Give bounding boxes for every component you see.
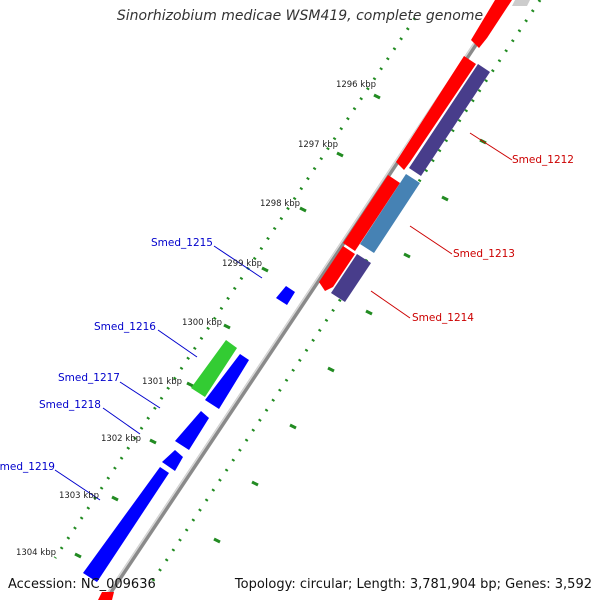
tick-label-1301: 1301 kbp (142, 377, 182, 387)
gene-smed-1217 (205, 354, 249, 409)
gene-top-gray (512, 0, 530, 6)
forward-strand-genes (83, 286, 295, 600)
gene-smed-1213 (360, 174, 420, 253)
genome-summary: Topology: circular; Length: 3,781,904 bp… (234, 577, 592, 592)
tick-label-1297: 1297 kbp (298, 140, 338, 150)
gene-smed-1214 (331, 254, 371, 302)
gene-top-red (471, 0, 512, 48)
gene-smed-1215 (276, 286, 295, 305)
tick-label-1300: 1300 kbp (182, 318, 222, 328)
gene-red-large (396, 56, 476, 170)
gene-smed-1212 (409, 64, 490, 176)
gene-smed-1219 (83, 467, 169, 582)
reverse-strand-genes (319, 0, 530, 302)
tick-label-1296: 1296 kbp (336, 80, 376, 90)
label-smed-1218: Smed_1218 (39, 399, 101, 411)
label-smed-1215: Smed_1215 (151, 237, 213, 249)
tick-labels: 1296 kbp 1297 kbp 1298 kbp 1299 kbp 1300… (16, 80, 376, 558)
tick-label-1304: 1304 kbp (16, 548, 56, 558)
gene-red-small (319, 246, 355, 291)
gene-bottom-red (98, 592, 114, 600)
label-smed-1213: Smed_1213 (453, 248, 515, 260)
map-title: Sinorhizobium medicae WSM419, complete g… (116, 8, 484, 24)
gene-smed-1216 (191, 340, 237, 397)
tick-label-1298: 1298 kbp (260, 199, 300, 209)
tick-marks-right (213, 138, 487, 544)
accession-label: Accession: NC_009636 (8, 577, 156, 592)
gene-labels: Smed_1212 Smed_1213 Smed_1214 Smed_1215 … (0, 154, 574, 473)
label-smed-1217: Smed_1217 (58, 372, 120, 384)
leader-lines (54, 132, 513, 501)
tick-marks (74, 93, 381, 559)
tick-label-1303: 1303 kbp (59, 491, 99, 501)
tick-label-1299: 1299 kbp (222, 259, 262, 269)
label-smed-1216: Smed_1216 (94, 321, 156, 333)
gene-red-mid (343, 175, 400, 251)
label-smed-1212: Smed_1212 (512, 154, 574, 166)
outer-left-dotted-line (53, 17, 417, 559)
label-smed-1214: Smed_1214 (412, 312, 474, 324)
label-smed-1219: Smed_1219 (0, 461, 55, 473)
gene-smed-1218 (175, 411, 209, 450)
tick-label-1302: 1302 kbp (101, 434, 141, 444)
gene-smed-1218b (162, 450, 183, 471)
